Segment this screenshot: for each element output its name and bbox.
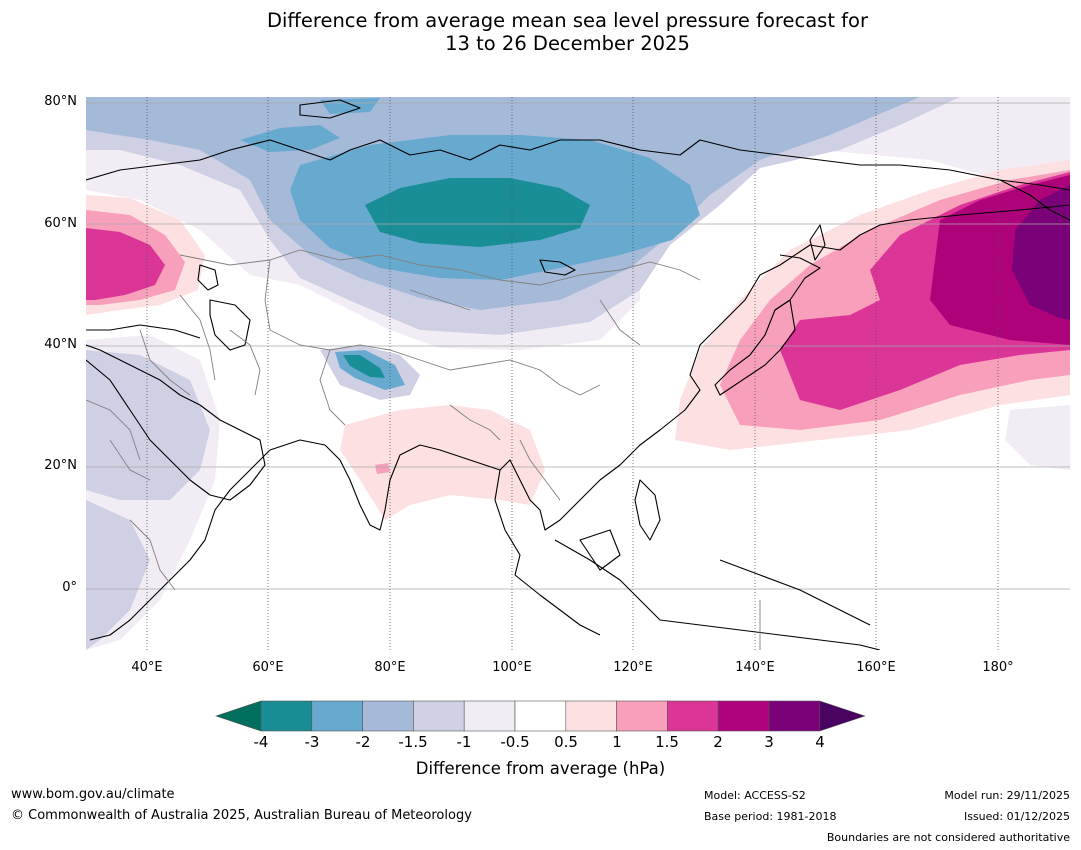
anomaly-region-arabia: [86, 350, 210, 500]
colorbar-tick-label: 3: [764, 733, 774, 751]
colorbar-segment: [413, 700, 465, 732]
anomaly-region-pacific-3: [1012, 185, 1070, 320]
anomaly-region-west-siberia: [240, 125, 340, 152]
map-title: Difference from average mean sea level p…: [0, 9, 1081, 55]
lat-tick-label-60: 60°N: [44, 216, 77, 231]
colorbar-segment: [667, 700, 719, 732]
lat-tick-label-20: 20°N: [44, 458, 77, 473]
colorbar-tick-label: 2: [713, 733, 723, 751]
colorbar-under-triangle: [215, 700, 262, 732]
lon-tick-label-100: 100°E: [492, 660, 532, 675]
colorbar: [215, 700, 866, 732]
anomaly-region-barents: [320, 98, 380, 114]
colorbar-over-triangle: [819, 700, 866, 732]
lat-tick-label-40: 40°N: [44, 337, 77, 352]
anomaly-region-india-spot: [375, 463, 390, 474]
colorbar-tick-label: 1: [612, 733, 622, 751]
lon-tick-label-160: 160°E: [856, 660, 896, 675]
title-line-1: Difference from average mean sea level p…: [267, 9, 868, 32]
colorbar-tick-label: -1.5: [398, 733, 428, 751]
model-run-text: Model run: 29/11/2025: [944, 789, 1070, 802]
lat-tick-label-0: 0°: [62, 580, 77, 595]
website-link[interactable]: www.bom.gov.au/climate: [11, 787, 175, 802]
lon-tick-label-180: 180°: [982, 660, 1014, 675]
anomaly-region-himalaya-core: [343, 355, 385, 378]
colorbar-tick-label: -4: [253, 733, 269, 751]
lat-tick-label-80: 80°N: [44, 94, 77, 109]
model-text: Model: ACCESS-S2: [704, 789, 806, 802]
map-area: [86, 97, 1070, 650]
anomaly-region-europe-15: [86, 228, 165, 300]
colorbar-tick-label: 0.5: [554, 733, 578, 751]
lon-tick-label-80: 80°E: [374, 660, 406, 675]
colorbar-tick-label: -2: [355, 733, 371, 751]
issued-text: Issued: 01/12/2025: [963, 810, 1070, 823]
coastlines: [86, 99, 1070, 650]
lat-gridlines: [86, 102, 1070, 590]
colorbar-segment: [260, 700, 313, 732]
copyright-text: © Commonwealth of Australia 2025, Austra…: [11, 808, 472, 823]
colorbar-tick-label: 4: [815, 733, 825, 751]
lon-tick-label-60: 60°E: [252, 660, 284, 675]
colorbar-segment: [717, 700, 770, 732]
lon-tick-label-140: 140°E: [735, 660, 775, 675]
anomaly-region-africa: [86, 500, 150, 650]
colorbar-tick-label: 1.5: [655, 733, 679, 751]
lon-tick-label-40: 40°E: [131, 660, 163, 675]
colorbar-tick-label: -1: [456, 733, 472, 751]
country-borders: [86, 249, 761, 650]
colorbar-segment: [362, 700, 414, 732]
colorbar-tick-label: -0.5: [500, 733, 530, 751]
colorbar-segment: [768, 700, 821, 732]
anomaly-region-east-pacific: [1005, 405, 1070, 470]
anomaly-region-minus-4: [365, 178, 590, 247]
colorbar-segment: [311, 700, 363, 732]
colorbar-tick-label: -3: [304, 733, 320, 751]
disclaimer-text: Boundaries are not considered authoritat…: [826, 831, 1070, 844]
colorbar-segment: [616, 700, 668, 732]
colorbar-segment: [463, 700, 516, 732]
base-period-text: Base period: 1981-2018: [704, 810, 837, 823]
colorbar-segment: [565, 700, 617, 732]
colorbar-label: Difference from average (hPa): [415, 759, 666, 778]
title-line-2: 13 to 26 December 2025: [445, 32, 690, 55]
colorbar-segment: [514, 700, 567, 732]
lon-tick-label-120: 120°E: [613, 660, 653, 675]
